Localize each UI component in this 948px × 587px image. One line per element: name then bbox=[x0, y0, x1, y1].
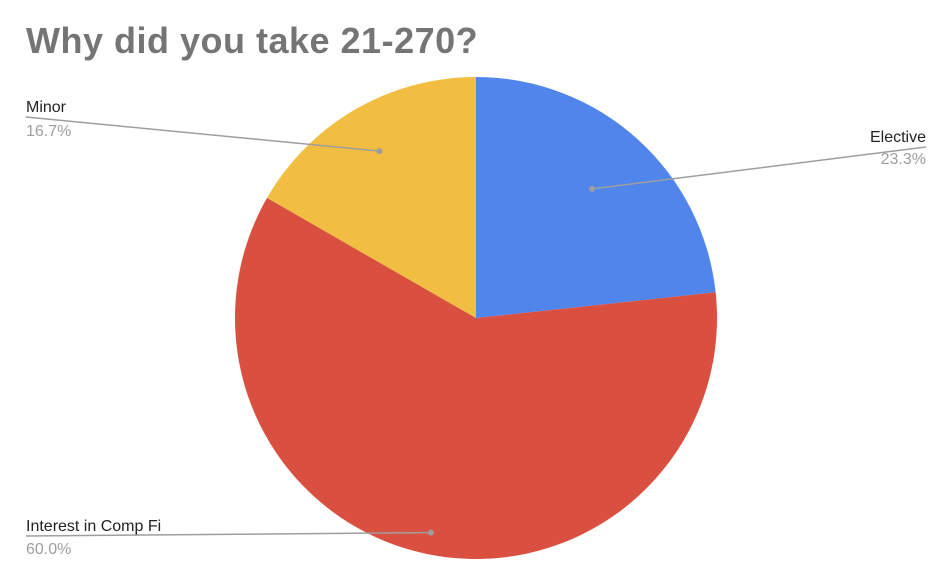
slice-label-minor: Minor bbox=[26, 99, 67, 116]
leader-line-interest-in-comp-fi bbox=[25, 531, 431, 537]
slice-percent-elective: 23.3% bbox=[881, 151, 926, 168]
slice-percent-minor: 16.7% bbox=[26, 123, 71, 140]
chart-title: Why did you take 21-270? bbox=[26, 20, 479, 61]
leader-dot-interest-in-comp-fi bbox=[427, 529, 434, 536]
slice-percent-interest-in-comp-fi: 60.0% bbox=[26, 541, 71, 558]
leader-line-minor bbox=[25, 116, 380, 152]
leader-line-elective bbox=[591, 146, 927, 190]
slice-label-interest-in-comp-fi: Interest in Comp Fi bbox=[26, 518, 161, 535]
pie-slice-minor bbox=[267, 77, 476, 318]
pie-slice-interest-in-comp-fi bbox=[235, 197, 717, 560]
labels-layer: Elective 23.3% Interest in Comp Fi 60.0% Min… bbox=[25, 99, 927, 558]
leader-dot-elective bbox=[588, 185, 595, 192]
leader-dot-minor bbox=[376, 148, 383, 155]
slices-layer bbox=[235, 77, 717, 560]
pie-slice-elective bbox=[476, 77, 716, 318]
slice-label-elective: Elective bbox=[870, 129, 926, 146]
